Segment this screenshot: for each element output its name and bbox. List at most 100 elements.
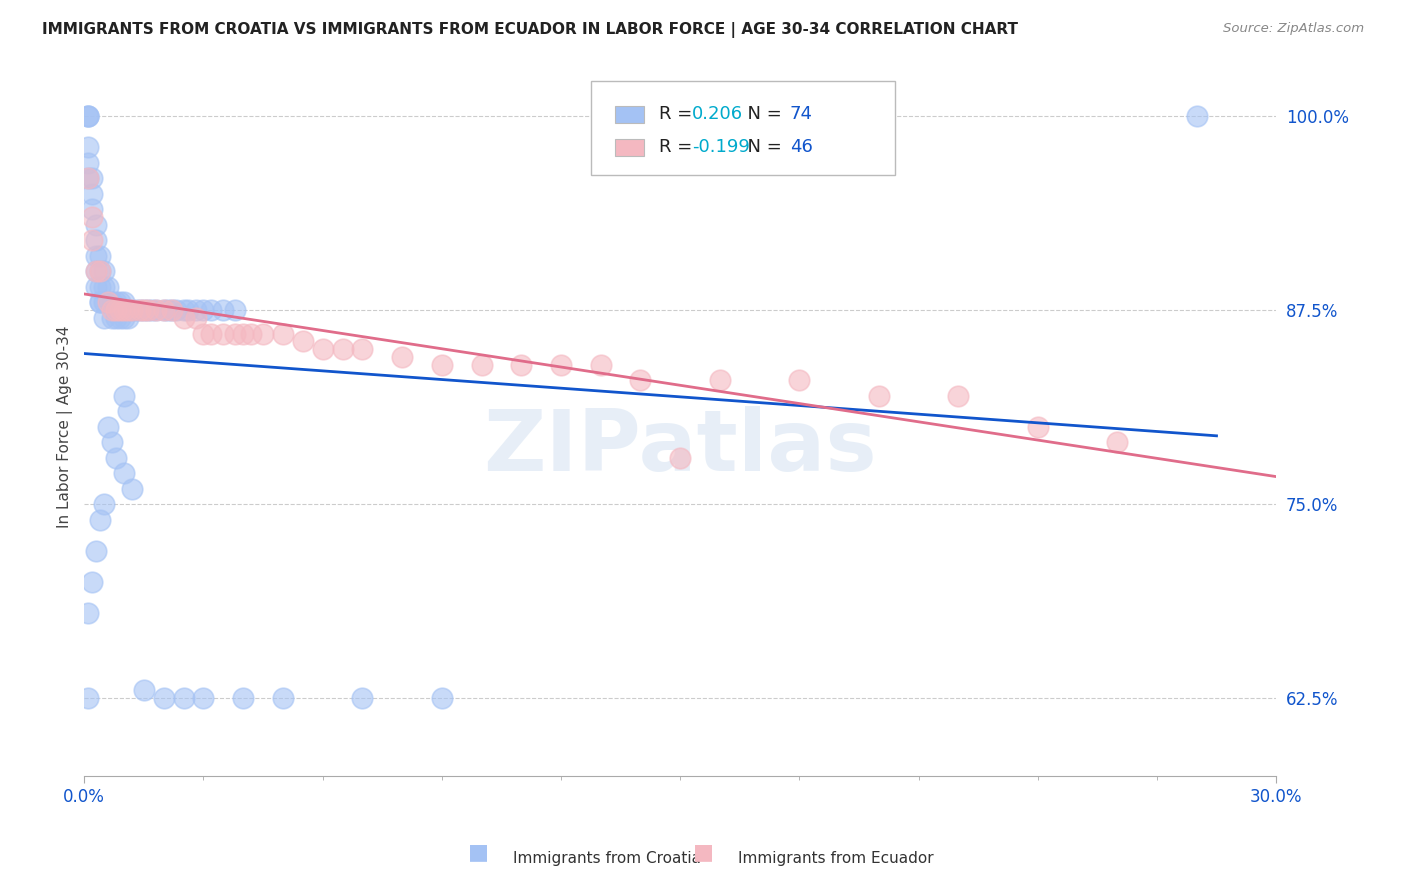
Point [224,303,246,318]
Text: R =: R = [659,105,697,123]
Point [630,373,652,387]
Point [352,342,374,356]
Point [160,303,183,318]
Point [112,466,135,480]
Point [125,303,148,318]
Point [108,303,131,318]
Point [77,109,100,123]
Point [93,497,115,511]
Point [200,303,222,318]
Point [82,186,104,201]
Point [82,210,104,224]
Point [77,691,100,706]
Point [77,171,100,186]
Point [105,295,128,310]
Point [93,264,115,278]
Point [77,140,100,154]
Point [271,326,294,341]
Point [173,303,195,318]
Point [89,280,111,294]
Point [141,303,163,318]
Point [84,543,107,558]
Text: ■: ■ [693,842,713,862]
Point [184,303,207,318]
Point [789,373,811,387]
Point [145,303,167,318]
Point [1026,419,1049,434]
Point [77,109,100,123]
Text: R =: R = [659,138,697,156]
Point [89,264,111,278]
Point [121,482,143,496]
Point [97,280,120,294]
Point [121,303,143,318]
Point [232,326,254,341]
Point [105,303,128,318]
Point [1185,109,1208,123]
Text: ■: ■ [468,842,488,862]
Point [184,311,207,326]
Point [108,295,131,310]
Point [84,234,107,248]
Point [93,311,115,326]
Point [82,574,104,589]
Point [89,295,111,310]
Text: IMMIGRANTS FROM CROATIA VS IMMIGRANTS FROM ECUADOR IN LABOR FORCE | AGE 30-34 CO: IMMIGRANTS FROM CROATIA VS IMMIGRANTS FR… [42,22,1018,38]
Point [152,691,174,706]
Point [709,373,731,387]
Point [156,303,179,318]
Point [311,342,333,356]
Point [105,311,128,326]
Point [84,264,107,278]
Point [82,202,104,217]
Point [471,358,494,372]
FancyBboxPatch shape [591,81,894,175]
Point [89,513,111,527]
Point [101,435,124,450]
Point [152,303,174,318]
Point [430,691,453,706]
Point [271,691,294,706]
Point [232,691,254,706]
Point [101,303,124,318]
Point [82,171,104,186]
Point [105,450,128,465]
Point [132,303,155,318]
Point [1107,435,1129,450]
Point [77,109,100,123]
Point [121,303,143,318]
Point [77,606,100,620]
Point [117,404,139,418]
Point [252,326,274,341]
Point [129,303,152,318]
Point [193,326,215,341]
Text: Source: ZipAtlas.com: Source: ZipAtlas.com [1223,22,1364,36]
Point [84,264,107,278]
Point [173,691,195,706]
Y-axis label: In Labor Force | Age 30-34: In Labor Force | Age 30-34 [58,326,73,528]
Point [193,303,215,318]
Point [176,303,198,318]
Text: N =: N = [737,105,787,123]
Point [200,326,222,341]
Point [112,311,135,326]
Point [117,311,139,326]
Point [101,295,124,310]
Point [112,303,135,318]
Point [391,350,413,364]
Point [132,303,155,318]
Point [669,450,692,465]
Point [89,295,111,310]
Point [117,303,139,318]
Text: Immigrants from Ecuador: Immigrants from Ecuador [738,851,934,865]
Point [291,334,314,349]
Point [173,311,195,326]
Point [332,342,354,356]
Point [82,234,104,248]
Point [132,683,155,698]
Point [84,280,107,294]
Point [77,171,100,186]
Text: 74: 74 [790,105,813,123]
Point [129,303,152,318]
Point [352,691,374,706]
